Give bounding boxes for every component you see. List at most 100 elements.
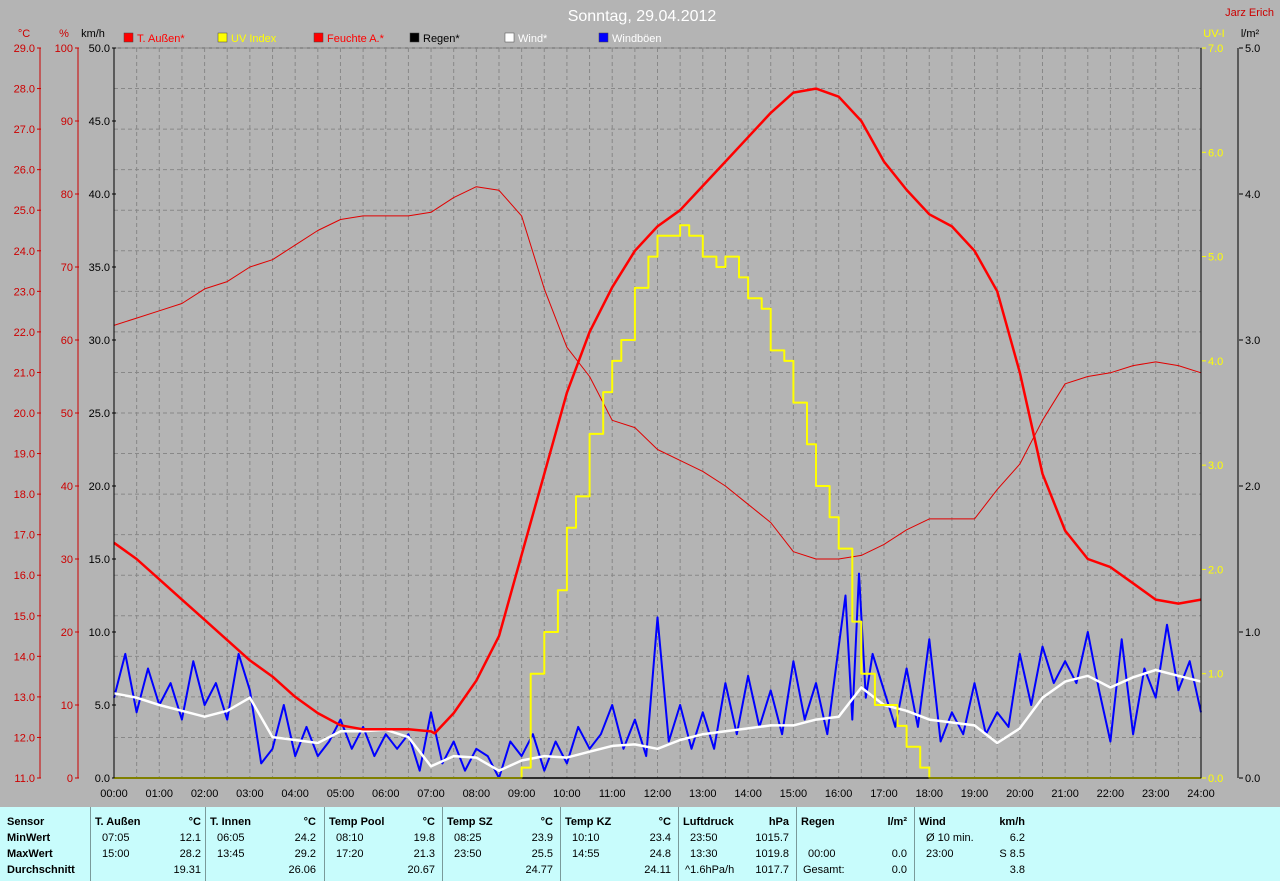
- stats-max-value: 21.3: [413, 848, 435, 860]
- stats-max-time: 23:50: [454, 848, 482, 860]
- x-tick-label: 16:00: [825, 788, 853, 800]
- x-tick-label: 14:00: [734, 788, 762, 800]
- stats-col-header: Temp SZ: [447, 816, 493, 828]
- stats-max-time: 17:20: [336, 848, 364, 860]
- stats-col-unit: °C: [540, 816, 553, 828]
- stats-row-label: MaxWert: [7, 848, 53, 860]
- stats-avg-value: 24.11: [644, 864, 671, 876]
- stats-min-time: 10:10: [572, 832, 600, 844]
- chart-title: Sonntag, 29.04.2012: [568, 8, 717, 25]
- tick-label: 2.0: [1208, 564, 1223, 576]
- tick-label: 11.0: [14, 773, 35, 785]
- stats-avg-time: Gesamt:: [803, 864, 845, 876]
- tick-label: 22.0: [14, 327, 35, 339]
- stats-col-unit: l/m²: [887, 816, 907, 828]
- stats-avg-value: 0.0: [891, 864, 907, 876]
- tick-label: 18.0: [14, 489, 35, 501]
- legend-swatch: [504, 32, 515, 43]
- x-tick-label: 03:00: [236, 788, 264, 800]
- stats-col-unit: km/h: [999, 816, 1025, 828]
- legend-label: Regen*: [423, 33, 460, 45]
- stats-max-time: 14:55: [572, 848, 600, 860]
- stats-max-value: 29.2: [294, 848, 316, 860]
- x-tick-label: 13:00: [689, 788, 717, 800]
- pct-axis-unit: %: [59, 28, 69, 40]
- tick-label: 6.0: [1208, 147, 1223, 159]
- x-tick-label: 22:00: [1097, 788, 1125, 800]
- tick-label: 25.0: [89, 408, 110, 420]
- tick-label: 50.0: [89, 43, 110, 55]
- tick-label: 1.0: [1245, 627, 1260, 639]
- x-tick-label: 18:00: [915, 788, 943, 800]
- stats-max-value: 28.2: [179, 848, 201, 860]
- x-tick-label: 04:00: [281, 788, 309, 800]
- tick-label: 30.0: [89, 335, 110, 347]
- legend-label: Wind*: [518, 33, 548, 45]
- stats-col-header: Temp Pool: [329, 816, 385, 828]
- legend-swatch: [598, 32, 609, 43]
- author-label: Jarz Erich: [1225, 7, 1274, 19]
- tick-label: 10.0: [89, 627, 110, 639]
- uv-series: [114, 224, 1201, 779]
- tick-label: 21.0: [14, 367, 35, 379]
- legend: T. Außen* UV Index Feuchte A.* Regen* Wind* W…: [123, 32, 662, 45]
- stats-max-time: 13:30: [690, 848, 718, 860]
- tick-label: 5.0: [1245, 43, 1260, 55]
- x-tick-label: 01:00: [146, 788, 174, 800]
- x-tick-label: 19:00: [961, 788, 989, 800]
- tick-label: 12.0: [14, 732, 35, 744]
- tick-label: 2.0: [1245, 481, 1260, 493]
- stats-col-header: Temp KZ: [565, 816, 612, 828]
- stats-min-time: Ø 10 min.: [926, 832, 974, 844]
- stats-row-label: Sensor: [7, 816, 45, 828]
- tick-label: 29.0: [14, 43, 35, 55]
- gust-series: [113, 572, 1202, 779]
- stats-divider: [796, 807, 797, 881]
- tick-label: 20.0: [14, 408, 35, 420]
- stats-divider: [678, 807, 679, 881]
- stats-avg-value: 19.31: [173, 864, 201, 876]
- series-line-tauen: [113, 87, 1202, 735]
- tick-label: 0.0: [1245, 773, 1260, 785]
- stats-avg-value: 24.77: [525, 864, 553, 876]
- tick-label: 5.0: [95, 700, 110, 712]
- tick-label: 0: [67, 773, 73, 785]
- tick-label: 3.0: [1208, 460, 1223, 472]
- stats-col-unit: °C: [188, 816, 201, 828]
- tick-label: 24.0: [14, 246, 35, 258]
- stats-max-time: 00:00: [808, 848, 836, 860]
- x-tick-label: 20:00: [1006, 788, 1034, 800]
- tick-label: 17.0: [14, 530, 35, 542]
- humidity-series: [113, 186, 1202, 560]
- kmh-axis-unit: km/h: [81, 28, 105, 40]
- stats-min-time: 06:05: [217, 832, 245, 844]
- tick-label: 16.0: [14, 570, 35, 582]
- legend-swatch: [217, 32, 228, 43]
- stats-min-value: 19.8: [413, 832, 435, 844]
- legend-label: UV Index: [231, 33, 277, 45]
- tick-label: 15.0: [89, 554, 110, 566]
- stats-min-value: 23.9: [531, 832, 553, 844]
- uv-axis-unit: UV-I: [1203, 28, 1224, 40]
- stats-col-header: T. Innen: [210, 816, 251, 828]
- stats-col-unit: °C: [422, 816, 435, 828]
- tick-label: 4.0: [1245, 189, 1260, 201]
- tick-label: 20: [61, 627, 73, 639]
- stats-row-label: Durchschnitt: [7, 864, 75, 876]
- tick-label: 45.0: [89, 116, 110, 128]
- stats-max-value: 24.8: [649, 848, 671, 860]
- x-tick-label: 24:00: [1187, 788, 1215, 800]
- stats-min-time: 23:50: [690, 832, 718, 844]
- tick-label: 90: [61, 116, 73, 128]
- stats-max-value: 1019.8: [755, 848, 789, 860]
- legend-swatch: [409, 32, 420, 43]
- stats-min-value: 23.4: [649, 832, 671, 844]
- stats-divider: [90, 807, 91, 881]
- tick-label: 40: [61, 481, 73, 493]
- x-tick-label: 08:00: [463, 788, 491, 800]
- tick-label: 27.0: [14, 124, 35, 136]
- x-tick-label: 21:00: [1051, 788, 1079, 800]
- legend-swatch: [123, 32, 134, 43]
- statistics-panel: Sensor MinWert MaxWert Durchschnitt T. Außen…: [0, 807, 1280, 881]
- stats-min-value: 24.2: [294, 832, 316, 844]
